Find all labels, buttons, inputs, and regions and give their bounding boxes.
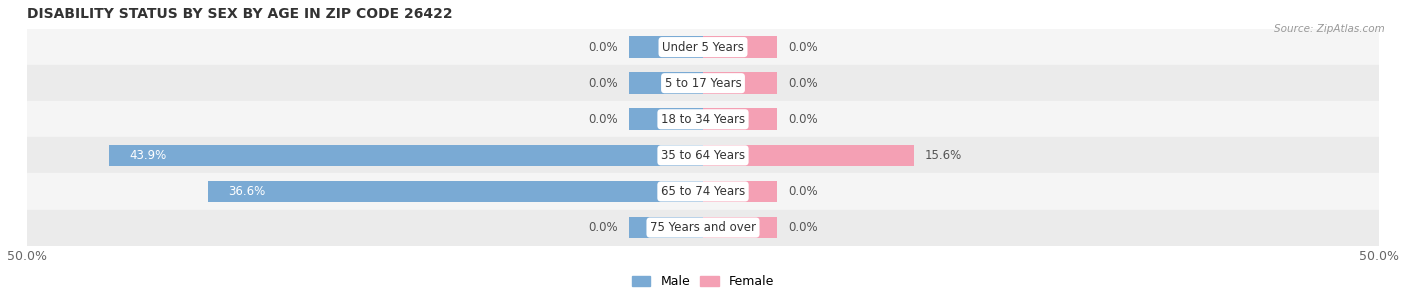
Bar: [208, 181, 703, 202]
Text: 15.6%: 15.6%: [925, 149, 962, 162]
Bar: [628, 217, 703, 239]
Text: 18 to 34 Years: 18 to 34 Years: [661, 113, 745, 126]
Text: 65 to 74 Years: 65 to 74 Years: [661, 185, 745, 198]
Bar: [27, 174, 1379, 210]
Text: 35 to 64 Years: 35 to 64 Years: [661, 149, 745, 162]
Text: 0.0%: 0.0%: [789, 221, 818, 234]
Text: Source: ZipAtlas.com: Source: ZipAtlas.com: [1274, 24, 1385, 34]
Text: 0.0%: 0.0%: [789, 77, 818, 90]
Bar: [703, 109, 778, 130]
Text: 36.6%: 36.6%: [228, 185, 266, 198]
Text: 0.0%: 0.0%: [588, 221, 617, 234]
Bar: [628, 109, 703, 130]
Text: Under 5 Years: Under 5 Years: [662, 41, 744, 54]
Text: 75 Years and over: 75 Years and over: [650, 221, 756, 234]
Text: 0.0%: 0.0%: [588, 113, 617, 126]
Text: 43.9%: 43.9%: [129, 149, 167, 162]
Bar: [27, 137, 1379, 174]
Bar: [27, 65, 1379, 101]
Bar: [27, 29, 1379, 65]
Bar: [703, 145, 914, 166]
Bar: [27, 101, 1379, 137]
Bar: [703, 72, 778, 94]
Text: 0.0%: 0.0%: [789, 113, 818, 126]
Text: 0.0%: 0.0%: [789, 185, 818, 198]
Legend: Male, Female: Male, Female: [627, 271, 779, 293]
Bar: [110, 145, 703, 166]
Text: 5 to 17 Years: 5 to 17 Years: [665, 77, 741, 90]
Text: 0.0%: 0.0%: [588, 41, 617, 54]
Bar: [703, 217, 778, 239]
Bar: [628, 36, 703, 58]
Bar: [703, 181, 778, 202]
Bar: [628, 72, 703, 94]
Text: 0.0%: 0.0%: [789, 41, 818, 54]
Text: 0.0%: 0.0%: [588, 77, 617, 90]
Bar: [27, 210, 1379, 246]
Text: DISABILITY STATUS BY SEX BY AGE IN ZIP CODE 26422: DISABILITY STATUS BY SEX BY AGE IN ZIP C…: [27, 7, 453, 21]
Bar: [703, 36, 778, 58]
